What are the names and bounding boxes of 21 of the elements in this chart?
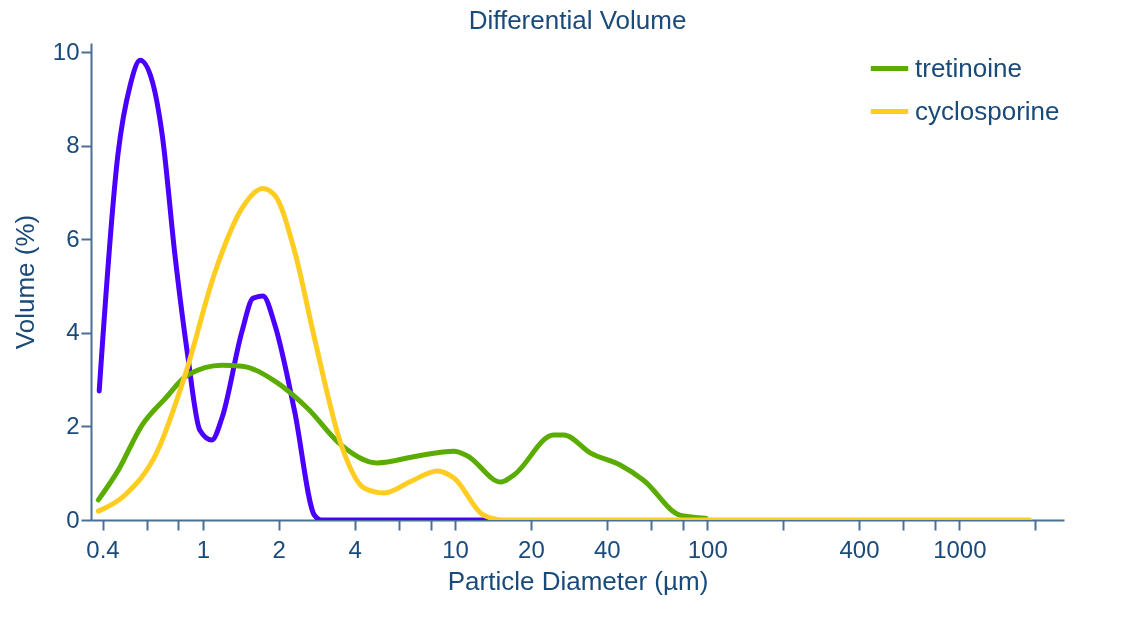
y-tick-label: 2 (66, 411, 80, 439)
y-tick-label: 10 (52, 37, 80, 65)
x-tick-label: 10 (442, 535, 469, 563)
y-tick-label: 6 (66, 224, 80, 252)
y-axis-title: Volume (%) (9, 214, 40, 350)
x-tick-label: 400 (839, 535, 880, 563)
x-tick-label: 2 (272, 535, 286, 563)
y-tick-label: 0 (66, 505, 80, 533)
legend-label: tretinoine (915, 52, 1022, 83)
x-tick-label: 40 (594, 535, 621, 563)
x-tick-label: 1000 (933, 535, 987, 563)
x-tick-label: 20 (518, 535, 545, 563)
y-tick-label: 8 (66, 131, 80, 159)
x-axis-title: Particle Diameter (µm) (447, 565, 709, 596)
x-tick-label: 100 (687, 535, 728, 563)
x-tick-label: 1 (196, 535, 211, 563)
legend-label: cyclosporine (915, 95, 1060, 126)
chart-title: Differential Volume (468, 5, 687, 36)
x-tick-label: 0.4 (86, 535, 120, 563)
y-tick-label: 4 (66, 318, 80, 346)
x-tick-label: 4 (348, 535, 362, 563)
